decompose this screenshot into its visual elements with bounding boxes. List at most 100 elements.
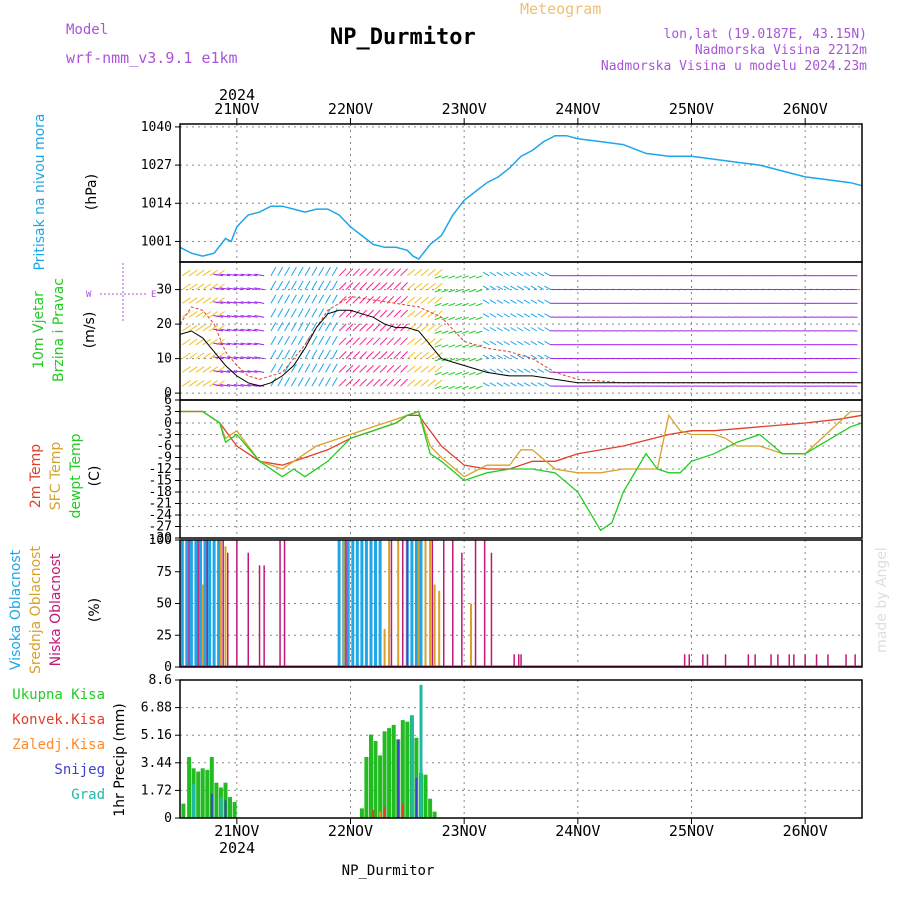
wind-barb	[461, 344, 469, 348]
wind-barb	[359, 282, 368, 290]
wind-barb	[420, 296, 429, 304]
y-tick-label: -21	[149, 497, 172, 512]
wind-barb	[209, 366, 218, 373]
precip-total-bar	[364, 757, 369, 818]
wind-barb	[448, 330, 456, 334]
wind-barb	[297, 363, 304, 373]
wind-barb	[544, 285, 551, 291]
wind-barb	[290, 363, 297, 373]
wind-barb	[413, 269, 423, 277]
wind-barb	[413, 365, 423, 373]
wind-barb	[482, 327, 490, 332]
cloud-low-bar	[513, 654, 515, 667]
wind-barb	[441, 344, 449, 348]
wind-barb	[434, 330, 442, 334]
wind-barb	[455, 385, 463, 390]
cloud-mid-bar	[201, 584, 204, 667]
temp-label-2: SFC Temp	[48, 442, 64, 511]
wind-barb	[209, 324, 218, 332]
y-tick-label: 10	[156, 352, 172, 367]
wind-label-2: Brzina i Pravac	[51, 278, 67, 382]
wind-barb	[338, 351, 347, 359]
wind-barb	[489, 271, 497, 277]
wind-barb	[181, 366, 191, 373]
y-tick-label: 6.88	[141, 701, 172, 716]
wind-barb	[240, 287, 251, 291]
wind-barb	[226, 342, 237, 346]
day-label-bottom: 23NOV	[442, 822, 487, 840]
y-tick-label: 50	[156, 597, 172, 612]
wind-barb	[311, 363, 318, 373]
wind-barb	[366, 364, 374, 373]
wind-barb	[482, 368, 490, 373]
wind-barb	[482, 271, 490, 277]
wind-barb	[290, 349, 297, 359]
wind-barb	[209, 269, 218, 277]
wind-barb	[202, 297, 212, 304]
wind-barb	[318, 280, 325, 290]
wind-barb	[233, 315, 244, 318]
cloud-low-bar	[845, 654, 847, 667]
wind-barb	[352, 309, 361, 318]
wind-barb	[400, 268, 408, 277]
cloud-high-bar	[355, 540, 359, 667]
wind-barb	[544, 340, 551, 346]
wind-barb	[325, 377, 331, 387]
wind-barb	[277, 377, 284, 387]
wind-barb	[318, 335, 325, 346]
wind-barb	[372, 351, 381, 359]
wind-barb	[290, 308, 297, 318]
wind-barb	[345, 295, 354, 304]
pressure-line	[179, 134, 863, 261]
precip-total-bar	[214, 782, 219, 818]
wind-barb	[468, 275, 476, 279]
y-tick-label: 1014	[141, 196, 172, 211]
wind-barb	[195, 269, 205, 277]
day-label-top: 24NOV	[555, 100, 600, 118]
cloud-low-bar	[431, 540, 434, 667]
cloud-low-bar	[206, 540, 208, 667]
wind-barb	[195, 297, 205, 304]
wind-barb	[240, 301, 251, 304]
wind-barb	[510, 340, 517, 346]
wind-barb	[233, 301, 244, 304]
wind-barb	[304, 294, 311, 304]
cloud-high-bar	[217, 540, 221, 667]
wind-barb	[338, 337, 347, 346]
wind-barb	[530, 368, 538, 373]
wind-barb	[202, 269, 212, 277]
wind-barb	[523, 327, 531, 332]
wind-barb	[434, 344, 442, 348]
wind-barb	[297, 308, 304, 318]
cloud-high-bar	[337, 540, 341, 667]
wind-barb	[188, 283, 198, 291]
wind-barb	[325, 322, 331, 332]
cloud-low-bar	[279, 540, 281, 667]
wind-barb	[386, 351, 395, 359]
wind-barb	[366, 351, 374, 359]
wind-barb	[284, 349, 291, 359]
wind-barb	[338, 309, 347, 318]
wind-barb	[220, 273, 231, 277]
precip-total-bar	[382, 731, 387, 818]
wind-barb	[359, 295, 368, 304]
wind-barb	[331, 294, 338, 304]
wind-barb	[352, 268, 361, 277]
wind-barb	[407, 282, 416, 290]
y-tick-label: 3.44	[141, 756, 172, 771]
wind-barb	[407, 338, 416, 346]
wind-barb	[181, 269, 191, 277]
wind-barb	[489, 368, 497, 373]
wind-barb	[270, 308, 277, 318]
wind-barb	[407, 324, 416, 332]
wind-barb	[359, 351, 368, 359]
wind-barb	[213, 287, 224, 291]
wind-barb	[461, 316, 469, 321]
wind-barb	[434, 296, 443, 304]
cloud-mid-bar	[470, 603, 472, 667]
cloud-mid-bar	[383, 628, 386, 667]
wind-barb	[441, 316, 449, 321]
wind-barb	[420, 324, 429, 332]
wind-barb	[482, 299, 490, 304]
wind-barb	[413, 338, 423, 346]
